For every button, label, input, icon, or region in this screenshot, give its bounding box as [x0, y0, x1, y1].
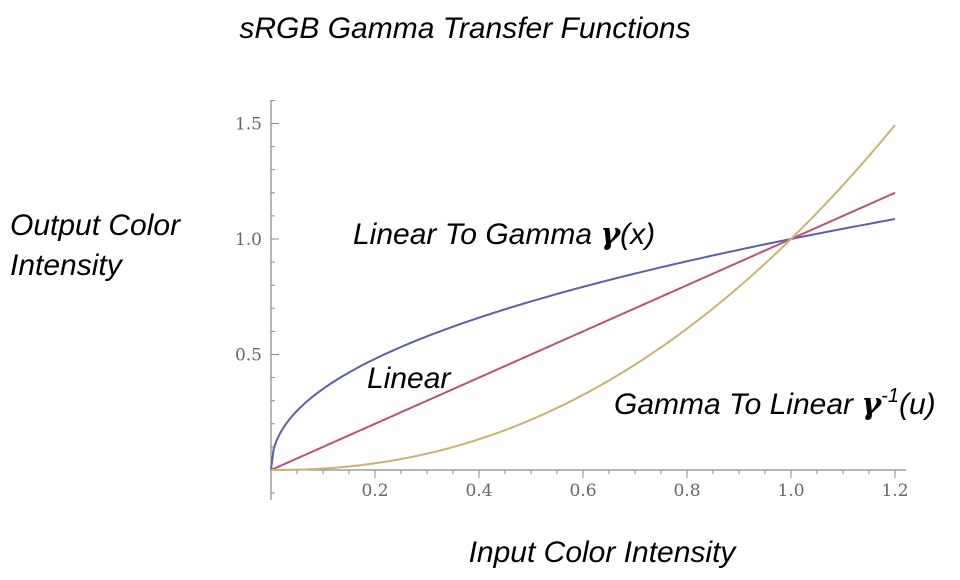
- y-tick-label: 1.5: [235, 115, 262, 135]
- chart-title: sRGB Gamma Transfer Functions: [239, 12, 690, 45]
- y-axis-label-line2: Intensity: [10, 249, 124, 282]
- x-tick-label: 0.4: [465, 481, 492, 501]
- x-tick-label: 1.0: [777, 481, 804, 501]
- x-tick-label: 0.6: [569, 481, 596, 501]
- x-tick-label: 1.2: [881, 481, 908, 501]
- annotation-linear-to-gamma-text: Linear To Gamma: [353, 218, 600, 251]
- series-line-linear-to-gamma: [270, 218, 896, 471]
- axis-ticks: [271, 99, 896, 494]
- gamma-symbol: γ: [600, 217, 621, 252]
- annotation-linear: Linear: [367, 362, 451, 395]
- gamma-symbol: γ: [861, 387, 882, 422]
- x-axis-label: Input Color Intensity: [469, 536, 738, 569]
- annotation-gamma-to-linear-args: (u): [899, 388, 936, 421]
- annotation-gamma-to-linear: Gamma To Linear γ-1(u): [614, 385, 936, 422]
- series-line-gamma-to-linear: [271, 124, 896, 471]
- annotation-linear-to-gamma-args: (x): [620, 218, 655, 251]
- y-axis-label-line1: Output Color: [10, 209, 181, 242]
- x-tick-label: 0.8: [673, 481, 700, 501]
- annotation-linear-to-gamma: Linear To Gamma γ(x): [353, 217, 655, 252]
- annotation-gamma-to-linear-text: Gamma To Linear: [614, 388, 861, 421]
- series-curves: [270, 124, 896, 471]
- tick-labels: 0.2 0.4 0.6 0.8 1.0 1.2 0.5 1.0 1.5: [235, 115, 909, 502]
- annotation-gamma-to-linear-sup: -1: [881, 385, 899, 407]
- y-tick-label: 0.5: [235, 346, 262, 366]
- y-tick-label: 1.0: [235, 230, 262, 250]
- x-tick-label: 0.2: [361, 481, 388, 501]
